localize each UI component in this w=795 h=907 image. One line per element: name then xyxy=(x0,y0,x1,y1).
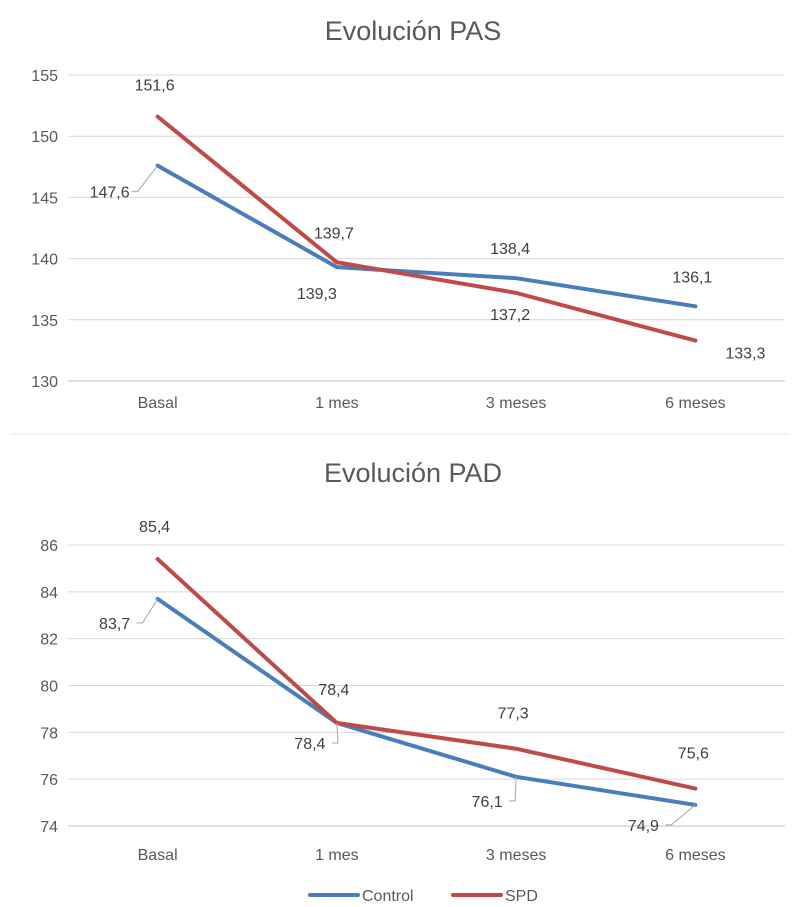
pas-y-tick-label: 140 xyxy=(31,252,58,269)
pad-data-label-control: 78,4 xyxy=(294,736,325,753)
pad-y-tick-label: 80 xyxy=(40,679,58,696)
pas-data-label-control: 138,4 xyxy=(490,241,530,258)
pas-chart: Evolución PAS 130 135 140 145 150 155 Basal 1 me… xyxy=(31,16,785,412)
pad-data-label-leader xyxy=(665,804,696,826)
pas-y-tick-label: 130 xyxy=(31,374,58,391)
pad-data-label-control: 76,1 xyxy=(472,794,503,811)
pas-series-control-line xyxy=(155,163,698,309)
pas-data-label-control: 147,6 xyxy=(90,185,130,202)
pas-y-tick-label: 145 xyxy=(31,190,58,207)
pad-data-label-leader xyxy=(331,722,339,744)
pas-x-tick-label: Basal xyxy=(138,395,178,412)
pas-data-label-spd: 139,7 xyxy=(314,225,354,242)
pad-x-tick-label: 3 meses xyxy=(486,847,546,864)
legend: Control SPD xyxy=(308,888,538,905)
pad-y-tick-label: 78 xyxy=(40,725,58,742)
pad-y-tick-label: 84 xyxy=(40,585,58,602)
pad-title: Evolución PAD xyxy=(324,458,502,488)
pas-data-label-leader xyxy=(131,165,159,193)
pas-data-label-control: 136,1 xyxy=(672,269,712,286)
pas-x-tick-label: 1 mes xyxy=(315,395,359,412)
pad-series-control-line xyxy=(155,596,698,807)
pas-y-tick-label: 155 xyxy=(31,68,58,85)
legend-label-control: Control xyxy=(362,888,414,905)
pas-y-tick-label: 150 xyxy=(31,129,58,146)
pas-title: Evolución PAS xyxy=(325,16,502,46)
pad-y-tick-label: 82 xyxy=(40,632,58,649)
pad-y-tick-label: 74 xyxy=(40,819,58,836)
pas-x-tick-label: 3 meses xyxy=(486,395,546,412)
pad-data-label-spd: 78,4 xyxy=(318,682,349,699)
pas-series-spd-line xyxy=(155,114,698,343)
legend-label-spd: SPD xyxy=(505,888,538,905)
pad-data-label-spd: 77,3 xyxy=(498,706,529,723)
pad-x-tick-label: 6 meses xyxy=(665,847,725,864)
pas-x-tick-label: 6 meses xyxy=(665,395,725,412)
pas-data-label-spd: 151,6 xyxy=(135,78,175,95)
pad-x-tick-label: 1 mes xyxy=(315,847,359,864)
pad-y-tick-label: 76 xyxy=(40,772,58,789)
pad-series-spd-line xyxy=(155,557,698,791)
pad-data-label-spd: 75,6 xyxy=(678,746,709,763)
pad-data-label-control: 74,9 xyxy=(628,818,659,835)
pad-data-label-control: 83,7 xyxy=(99,616,130,633)
pad-chart: Evolución PAD 74 76 78 80 82 84 86 Basal 1 mes 3 m… xyxy=(40,458,785,864)
pas-data-label-spd: 137,2 xyxy=(490,307,530,324)
pad-data-label-leader xyxy=(509,776,517,802)
pas-data-label-spd: 133,3 xyxy=(725,346,765,363)
pad-data-label-leader xyxy=(136,598,159,624)
pad-y-tick-label: 86 xyxy=(40,538,58,555)
pad-x-tick-label: Basal xyxy=(138,847,178,864)
pas-y-tick-label: 135 xyxy=(31,313,58,330)
pas-data-label-control: 139,3 xyxy=(297,286,337,303)
pad-data-label-spd: 85,4 xyxy=(139,519,170,536)
